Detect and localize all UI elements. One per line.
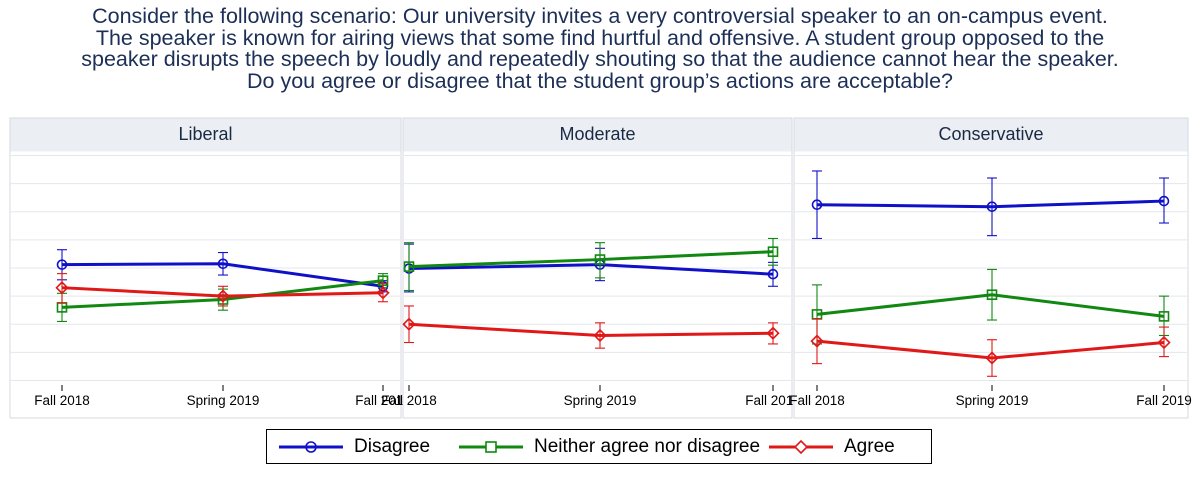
data-point — [985, 351, 999, 365]
legend-swatch-disagree — [279, 440, 343, 453]
x-tick-label: Spring 2019 — [956, 393, 1029, 408]
legend-swatch-neither — [459, 440, 523, 453]
x-tick-label: Spring 2019 — [564, 393, 637, 408]
x-tick-label: Fall 2019 — [1136, 393, 1192, 408]
data-point — [810, 334, 824, 348]
data-point — [1158, 311, 1170, 322]
panel-header — [10, 118, 401, 152]
data-point — [376, 286, 390, 300]
series-line — [408, 250, 774, 269]
legend-label-agree: Agree — [844, 435, 895, 457]
data-point — [986, 201, 998, 212]
legend: Disagree Neither agree nor disagree Agre… — [266, 429, 932, 464]
panel-title: Moderate — [559, 124, 635, 144]
title-line-3: speaker disrupts the speech by loudly an… — [81, 47, 1119, 71]
panel-title: Conservative — [938, 124, 1043, 144]
data-point — [402, 317, 416, 331]
x-tick-label: Fall 2018 — [381, 393, 437, 408]
panel-header — [403, 118, 792, 152]
x-tick-label: Fall 2019 — [745, 393, 801, 408]
data-point — [766, 326, 780, 340]
series-line — [61, 286, 384, 298]
data-point — [811, 199, 823, 211]
panel-title: Liberal — [178, 124, 232, 144]
data-point — [1158, 195, 1170, 207]
series-square — [403, 237, 779, 292]
series-line — [61, 262, 384, 288]
series-line — [816, 339, 1165, 360]
data-point — [986, 289, 998, 301]
legend-label-neither: Neither agree nor disagree — [534, 435, 761, 457]
legend-swatch-agree — [769, 439, 833, 454]
legend-label-disagree: Disagree — [354, 435, 431, 457]
data-point — [403, 261, 415, 272]
panel-conservative: Conservative Fall 2018 Spring 2019 Fall 201… — [789, 117, 1192, 419]
x-tick-label: Fall 2018 — [34, 393, 90, 408]
series-circle — [811, 170, 1170, 240]
series-diamond — [402, 305, 780, 349]
data-point — [594, 254, 606, 265]
panel-liberal: Liberal Fall 2018 Spring 2019 Fall 2019 — [9, 117, 411, 419]
series-diamond — [810, 318, 1171, 377]
title-line-4: Do you agree or disagree that the studen… — [247, 68, 953, 93]
x-tick-label: Fall 2018 — [789, 393, 845, 408]
series-line — [408, 322, 774, 338]
series-line — [816, 293, 1165, 318]
legend-item-disagree: Disagree — [277, 430, 430, 463]
x-tick-label: Fall 2019 — [355, 393, 411, 408]
data-point — [593, 328, 607, 343]
data-point — [216, 289, 230, 303]
data-point — [1157, 335, 1171, 350]
legend-item-neither: Neither agree nor disagree — [457, 430, 760, 463]
chart-title: Consider the following scenario: Our uni… — [0, 4, 1200, 93]
title-line-1: Consider the following scenario: Our uni… — [92, 4, 1108, 28]
data-point — [767, 268, 779, 280]
panel-moderate: Moderate Fall 2018 Spring 2019 Fall 2019 — [381, 117, 801, 419]
panel-header — [794, 118, 1188, 152]
data-point — [217, 258, 229, 270]
title-line-2: The speaker is known for airing views th… — [95, 25, 1105, 50]
legend-item-agree: Agree — [767, 430, 895, 463]
data-point — [56, 259, 68, 270]
data-point — [767, 246, 779, 257]
data-point — [55, 281, 69, 295]
x-tick-label: Spring 2019 — [187, 393, 260, 408]
series-line — [816, 199, 1165, 209]
series-diamond — [55, 273, 390, 307]
